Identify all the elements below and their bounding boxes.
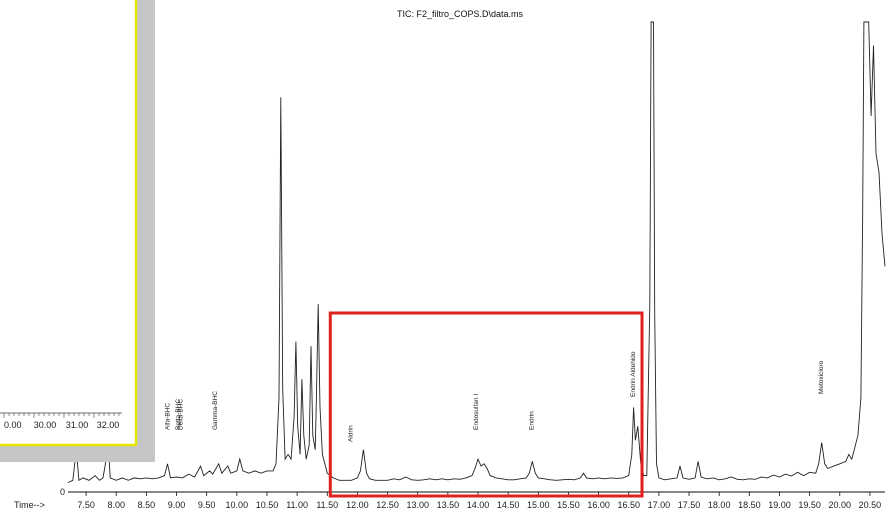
x-tick-label: 17.00 bbox=[648, 500, 671, 510]
tic-trace bbox=[67, 21, 886, 484]
x-tick-label: 10.00 bbox=[226, 500, 249, 510]
x-tick-label: 17.50 bbox=[678, 500, 701, 510]
peak-label: Endrin Aldehido bbox=[630, 351, 637, 397]
x-tick-label: 19.00 bbox=[768, 500, 791, 510]
x-tick-label: 18.50 bbox=[738, 500, 761, 510]
x-tick-label: 15.00 bbox=[527, 500, 550, 510]
x-tick-label: 11.50 bbox=[316, 500, 338, 510]
x-tick-label: 13.50 bbox=[437, 500, 460, 510]
x-tick-label: 8.50 bbox=[138, 500, 156, 510]
x-tick-label: 18.00 bbox=[708, 500, 731, 510]
x-tick-label: 19.50 bbox=[798, 500, 821, 510]
x-axis-label: Time--> bbox=[14, 500, 45, 510]
inset-x-tick-label: 32.00 bbox=[97, 420, 120, 430]
x-tick-label: 11.00 bbox=[286, 500, 308, 510]
y-zero-label: 0 bbox=[60, 487, 65, 497]
x-tick-label: 14.00 bbox=[467, 500, 490, 510]
x-tick-label: 7.50 bbox=[77, 500, 95, 510]
inset-x-ticks: 0.00 30.00 31.00 32.00 bbox=[3, 413, 120, 430]
peak-label: Aldrin bbox=[348, 425, 355, 442]
peak-label: Delta-BHC bbox=[178, 399, 185, 430]
x-tick-label: 16.50 bbox=[617, 500, 640, 510]
inset-x-tick-label: 0.00 bbox=[4, 420, 22, 430]
x-tick-label: 14.50 bbox=[497, 500, 520, 510]
x-ticks: 7.50 8.00 8.50 9.00 9.50 10.00 10.50 11.00 11.50… bbox=[77, 492, 881, 510]
x-tick-label: 9.50 bbox=[198, 500, 216, 510]
peak-label: Gamma-BHC bbox=[212, 391, 219, 430]
x-tick-label: 12.50 bbox=[376, 500, 399, 510]
peak-label: Betta-BHC bbox=[175, 399, 182, 430]
inset-window bbox=[0, 0, 137, 446]
x-tick-label: 10.50 bbox=[256, 500, 279, 510]
x-tick-label: 9.00 bbox=[168, 500, 186, 510]
highlight-box bbox=[328, 311, 644, 498]
x-tick-label: 15.50 bbox=[557, 500, 580, 510]
peak-label: Alfa-BHC bbox=[164, 403, 171, 430]
peak-label: Metoxicloro bbox=[818, 360, 825, 394]
x-tick-label: 20.50 bbox=[859, 500, 882, 510]
inset-panel: 0.00 30.00 31.00 32.00 bbox=[0, 0, 155, 462]
peak-label: Endosulfan I bbox=[473, 394, 480, 430]
x-tick-label: 16.00 bbox=[587, 500, 610, 510]
x-tick-label: 8.00 bbox=[107, 500, 125, 510]
x-tick-label: 13.00 bbox=[406, 500, 429, 510]
inset-x-tick-label: 30.00 bbox=[34, 420, 57, 430]
chart-title: TIC: F2_filtro_COPS.D\data.ms bbox=[397, 9, 524, 19]
peak-label: Endrin bbox=[529, 411, 536, 430]
x-tick-label: 20.00 bbox=[829, 500, 852, 510]
inset-x-tick-label: 31.00 bbox=[66, 420, 89, 430]
x-tick-label: 12.00 bbox=[346, 500, 369, 510]
